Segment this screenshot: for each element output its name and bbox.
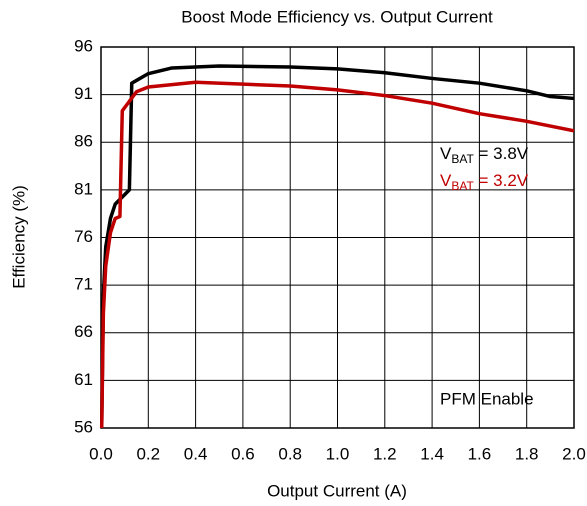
y-tick-label: 91 [74,84,93,103]
legend-text-part: BAT [451,179,474,193]
y-tick-label: 86 [74,132,93,151]
y-tick-label: 61 [74,370,93,389]
y-tick-label: 56 [74,417,93,436]
y-tick-label: 66 [74,322,93,341]
x-tick-label: 1.6 [468,444,492,463]
legend-text-part: V [440,171,452,190]
chart-title: Boost Mode Efficiency vs. Output Current [181,7,493,26]
x-tick-label: 0.4 [184,444,208,463]
plot-frame [100,46,575,429]
legend-text-part: V [440,144,452,163]
legend-label: VBAT = 3.2V [440,171,529,193]
legend-text-part: = 3.8V [474,144,529,163]
x-tick-label: 1.2 [373,444,397,463]
legend-text-part: = 3.2V [474,171,529,190]
series-line [99,64,575,429]
x-tick-label: 1.0 [326,444,350,463]
series-line [99,80,575,429]
y-tick-label: 81 [74,179,93,198]
x-tick-label: 0.0 [89,444,113,463]
annotation: PFM Enable [440,389,534,408]
y-tick-label: 76 [74,227,93,246]
x-axis-label: Output Current (A) [267,481,407,500]
y-tick-label: 96 [74,36,93,55]
x-tick-label: 1.4 [420,444,444,463]
legend-label: VBAT = 3.8V [440,144,529,166]
x-tick-label: 1.8 [515,444,539,463]
x-tick-label: 0.2 [136,444,160,463]
x-tick-label: 0.6 [231,444,255,463]
x-tick-label: 2.0 [562,444,586,463]
y-axis-label: Efficiency (%) [9,185,28,289]
y-tick-label: 71 [74,275,93,294]
x-tick-label: 0.8 [278,444,302,463]
legend-text-part: BAT [451,152,474,166]
